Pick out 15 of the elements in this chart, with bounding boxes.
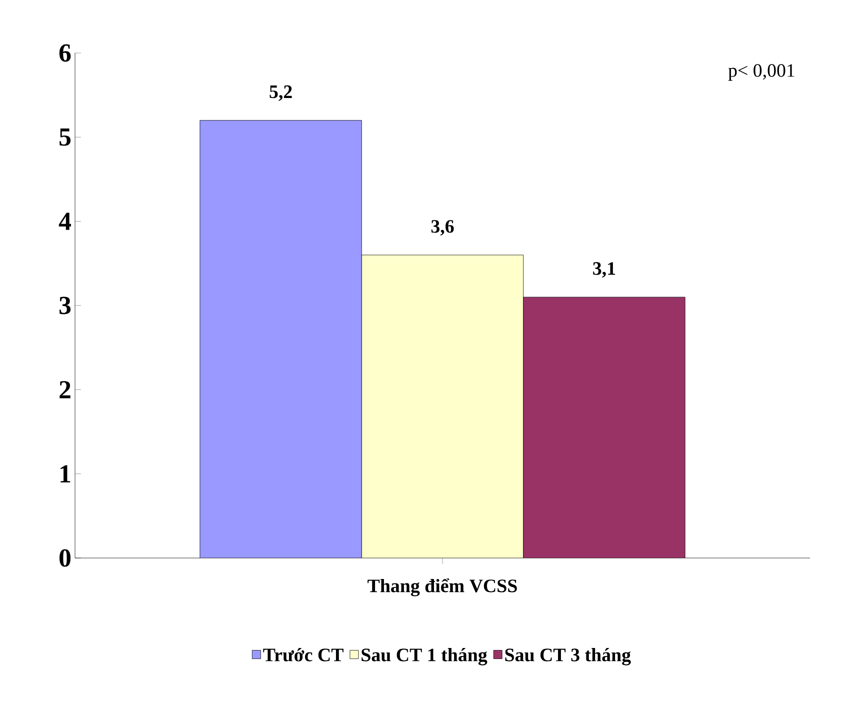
legend-label: Trước CT bbox=[263, 648, 344, 662]
y-tick-label: 0 bbox=[60, 549, 70, 567]
legend-label: Sau CT 1 tháng bbox=[362, 648, 488, 666]
x-axis-title: Thang điểm VCSS bbox=[368, 578, 517, 596]
y-tick-label: 6 bbox=[59, 44, 71, 62]
y-tick-label: 5 bbox=[60, 128, 71, 146]
data-label: 5,2 bbox=[270, 85, 292, 101]
y-tick-label: 1 bbox=[60, 465, 70, 482]
y-tick-label: 2 bbox=[60, 381, 70, 398]
data-label: 3,6 bbox=[431, 220, 454, 236]
annotation: p< 0,001 bbox=[728, 64, 794, 81]
data-label: 3,1 bbox=[593, 262, 616, 278]
legend-label: Sau CT 3 tháng bbox=[505, 648, 631, 666]
y-tick-label: 4 bbox=[58, 212, 71, 230]
y-tick-label: 3 bbox=[60, 296, 71, 314]
